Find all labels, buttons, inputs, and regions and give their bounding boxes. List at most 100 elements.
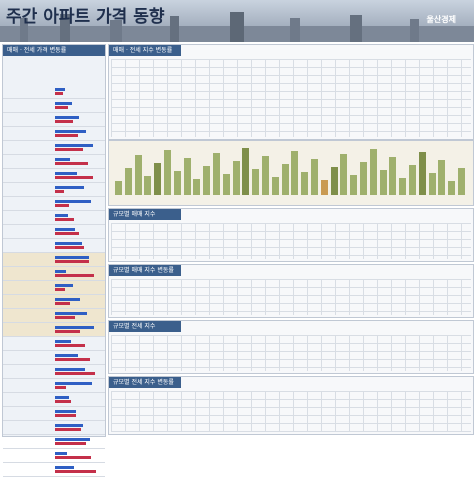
region-row — [3, 141, 105, 155]
index-change-bar — [232, 161, 240, 195]
region-row — [3, 379, 105, 393]
index-change-bar — [458, 168, 465, 195]
region-row — [3, 463, 105, 477]
index-change-bar — [399, 178, 407, 195]
sale-change-bar — [55, 144, 93, 147]
index-change-bar — [183, 158, 191, 195]
region-row — [3, 225, 105, 239]
jeonse-change-bar — [55, 316, 75, 319]
region-row — [3, 267, 105, 281]
region-row — [3, 99, 105, 113]
index-change-bar — [144, 176, 152, 195]
index-change-bar — [124, 168, 132, 195]
index-change-bar — [340, 154, 348, 195]
region-row — [3, 421, 105, 435]
index-change-bar — [242, 148, 250, 195]
size-sale-index-block: 규모별 매매 지수 — [108, 208, 474, 262]
sale-change-bar — [55, 284, 73, 287]
index-change-bar — [281, 164, 289, 195]
region-row — [3, 169, 105, 183]
size-sale-index-title: 규모별 매매 지수 — [109, 209, 181, 220]
sale-change-bar — [55, 438, 90, 441]
index-change-bar — [330, 167, 338, 195]
size-jeonse-change-block: 규모별 전세 지수 변동률 — [108, 376, 474, 435]
left-section-title: 매매 · 전세 가격 변동률 — [3, 45, 105, 56]
index-change-bar — [213, 153, 220, 195]
index-change-bar — [369, 149, 377, 195]
region-row — [3, 309, 105, 323]
index-change-bar — [115, 181, 122, 195]
sale-change-bar — [55, 354, 78, 357]
sale-change-bar — [55, 200, 91, 203]
jeonse-change-bar — [55, 106, 68, 109]
jeonse-change-bar — [55, 400, 71, 403]
sale-change-bar — [55, 326, 94, 329]
index-change-bar — [389, 157, 397, 195]
index-change-bar — [154, 163, 162, 195]
jeonse-change-bar — [55, 470, 96, 473]
jeonse-change-bar — [55, 414, 76, 417]
jeonse-change-bar — [55, 456, 91, 459]
page-title: 주간 아파트 가격 동향 — [6, 7, 165, 27]
index-summary-title: 매매 · 전세 지수 변동률 — [109, 45, 181, 56]
sale-change-bar — [55, 102, 72, 105]
jeonse-change-bar — [55, 330, 80, 333]
sale-change-bar — [55, 298, 80, 301]
jeonse-change-bar — [55, 190, 64, 193]
index-change-bar — [379, 170, 387, 195]
index-change-bar — [252, 169, 260, 195]
index-change-bar — [311, 159, 318, 195]
region-row — [3, 323, 105, 337]
jeonse-change-bar — [55, 246, 84, 249]
index-change-bar — [203, 166, 211, 195]
jeonse-change-bar — [55, 442, 86, 445]
index-change-bar — [320, 180, 328, 195]
index-change-bar — [360, 162, 367, 195]
jeonse-change-bar — [55, 148, 83, 151]
size-sale-change-table — [111, 279, 471, 315]
jeonse-change-bar — [55, 176, 93, 179]
sale-change-bar — [55, 256, 89, 259]
sale-change-bar — [55, 214, 68, 217]
sale-change-bar — [55, 424, 83, 427]
right-panel: 매매 · 전세 지수 변동률 규모별 매매 지수 규모별 매매 지수 변동률 규… — [108, 44, 474, 435]
region-row — [3, 337, 105, 351]
index-change-bar — [301, 172, 309, 195]
index-change-bar — [428, 173, 436, 195]
jeonse-change-bar — [55, 260, 89, 263]
region-row — [3, 351, 105, 365]
region-row — [3, 239, 105, 253]
index-change-bar — [350, 175, 358, 195]
index-summary-table — [111, 59, 471, 137]
sale-change-bar — [55, 242, 82, 245]
jeonse-change-bar — [55, 92, 63, 95]
size-sale-change-block: 규모별 매매 지수 변동률 — [108, 264, 474, 318]
sale-change-bar — [55, 382, 92, 385]
sale-change-bar — [55, 88, 65, 91]
sale-change-bar — [55, 368, 85, 371]
region-row — [3, 211, 105, 225]
sale-change-bar — [55, 410, 76, 413]
jeonse-change-bar — [55, 218, 74, 221]
sale-change-bar — [55, 116, 79, 119]
region-row — [3, 183, 105, 197]
jeonse-change-bar — [55, 162, 88, 165]
sale-change-bar — [55, 466, 74, 469]
sale-change-bar — [55, 312, 87, 315]
size-sale-index-table — [111, 223, 471, 259]
index-change-bar — [271, 177, 279, 195]
jeonse-change-bar — [55, 120, 73, 123]
size-jeonse-index-table — [111, 335, 471, 371]
region-row — [3, 365, 105, 379]
jeonse-change-bar — [55, 386, 66, 389]
size-jeonse-index-block: 규모별 전세 지수 — [108, 320, 474, 374]
index-change-bar — [193, 179, 201, 195]
region-row — [3, 449, 105, 463]
jeonse-change-bar — [55, 344, 85, 347]
size-jeonse-change-table — [111, 391, 471, 432]
region-row — [3, 127, 105, 141]
region-row — [3, 393, 105, 407]
header: 주간 아파트 가격 동향 울산경제 — [0, 0, 474, 42]
left-panel: 매매 · 전세 가격 변동률 — [2, 44, 106, 477]
size-jeonse-change-title: 규모별 전세 지수 변동률 — [109, 377, 181, 388]
